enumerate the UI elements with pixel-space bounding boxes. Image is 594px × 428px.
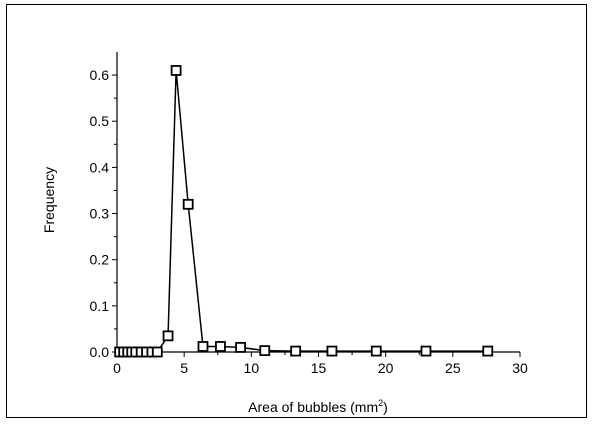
x-tick-label: 10: [244, 360, 260, 376]
data-point: [215, 341, 226, 352]
x-axis-title-sup: 2: [378, 398, 383, 408]
data-point: [182, 198, 194, 210]
data-point: [259, 345, 271, 357]
x-axis-title-end: ): [383, 399, 388, 415]
y-axis-title: Frequency: [41, 167, 57, 233]
data-point: [197, 341, 209, 352]
y-tick-label: 0.2: [90, 252, 110, 268]
y-tick-label: 0.3: [90, 206, 110, 222]
x-tick-label: 20: [378, 360, 394, 376]
data-point: [326, 345, 338, 357]
data-point: [162, 330, 174, 342]
data-point: [151, 346, 163, 358]
x-axis-title-main: Area of bubbles (mm: [248, 399, 378, 415]
x-tick-label: 15: [311, 360, 327, 376]
data-point: [235, 341, 246, 353]
data-point: [170, 65, 182, 76]
y-tick-label: 0.1: [90, 298, 110, 314]
data-point: [482, 345, 494, 357]
y-tick-label: 0.4: [90, 159, 110, 175]
data-point: [420, 345, 432, 357]
data-point: [370, 345, 382, 357]
x-tick-label: 0: [113, 360, 121, 376]
x-tick-label: 5: [180, 360, 188, 376]
data-point: [290, 345, 302, 357]
x-tick-label: 25: [445, 360, 461, 376]
y-tick-label: 0.6: [90, 67, 110, 83]
y-tick-label: 0.0: [90, 344, 110, 360]
y-tick-label: 0.5: [90, 113, 110, 129]
x-tick-label: 30: [512, 360, 528, 376]
x-axis-title: Area of bubbles (mm2): [248, 398, 388, 415]
